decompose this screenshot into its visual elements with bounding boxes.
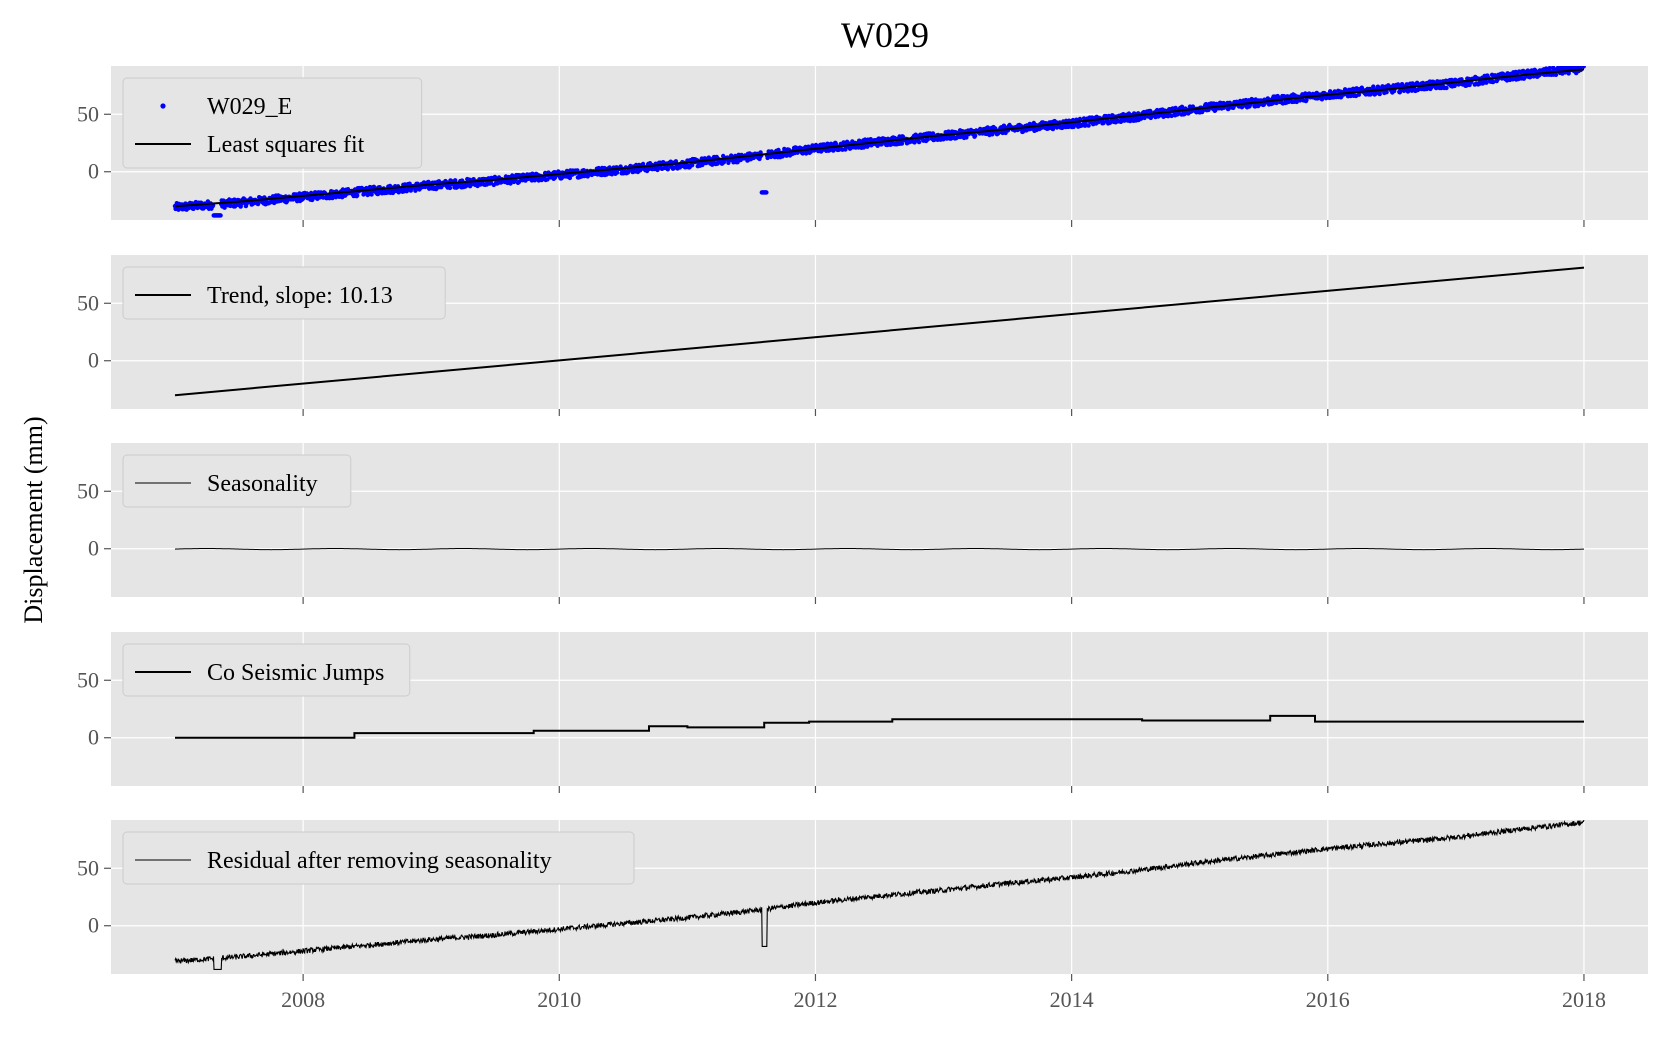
legend-box [122,454,352,508]
x-tick-label: 2010 [537,987,581,1012]
y-tick-label: 0 [88,348,99,373]
data-point [925,137,930,142]
y-tick-label: 50 [77,290,99,315]
data-point [413,188,418,193]
data-point [218,213,223,218]
legend-label: Trend, slope: 10.13 [207,283,393,309]
data-point [436,179,442,184]
data-point [672,165,677,171]
data-point [1213,107,1218,113]
panel-data [174,820,1585,970]
legend-label: Seasonality [207,471,318,497]
panel-1: 0 50 W029_E Least squares fit [77,66,1648,227]
series-line [174,820,1585,970]
legend: Residual after removing seasonality [122,831,635,885]
legend-box [122,77,423,169]
data-point [1226,106,1231,111]
data-point [1444,85,1449,91]
data-point [825,141,830,146]
panel-background [111,443,1648,597]
panel-5: 0 50 Residual after removing seasonality 20… [77,820,1648,1012]
legend-box [122,266,446,320]
legend: Seasonality [122,454,352,508]
legend-marker [160,103,166,109]
y-axis-label: Displacement (mm) [19,416,48,623]
data-point [1371,84,1376,89]
data-point [453,178,458,183]
legend-box [122,831,635,885]
y-tick-label: 50 [77,855,99,880]
data-point [916,139,922,145]
legend-label: Co Seismic Jumps [207,660,384,686]
data-point [1356,92,1362,97]
data-point [1169,113,1174,119]
legend-label: Least squares fit [207,132,365,158]
y-tick-label: 50 [77,667,99,692]
data-point [1491,79,1496,85]
data-point [1086,123,1091,128]
data-point [1148,108,1153,114]
data-point [1484,80,1489,85]
data-point [804,151,809,156]
x-tick-label: 2008 [281,987,325,1012]
data-point [700,162,705,168]
data-point [765,155,770,161]
chart-title: W029 [841,15,929,55]
data-point [665,167,670,172]
panel-data [174,266,1585,397]
data-point [1377,91,1382,97]
data-point [689,163,695,168]
data-point [1110,113,1116,118]
x-tick-label: 2018 [1562,987,1606,1012]
panel-4: 0 50 Co Seismic Jumps [77,632,1648,793]
panel-2: 0 50 Trend, slope: 10.13 [77,255,1648,416]
data-point [972,133,978,138]
data-point [447,185,453,191]
data-point [1581,66,1586,69]
series-line [174,68,1585,208]
data-point [764,190,769,195]
data-point [255,201,261,207]
legend-label: W029_E [207,94,292,120]
data-point [1553,72,1559,78]
data-point [964,135,969,140]
series-line [174,548,1584,551]
x-tick-label: 2016 [1306,987,1350,1012]
series-line [174,266,1585,397]
y-tick-label: 0 [88,913,99,938]
y-tick-label: 50 [77,478,99,503]
data-point [1319,97,1325,102]
y-tick-label: 0 [88,536,99,561]
y-tick-label: 0 [88,159,99,184]
legend: W029_E Least squares fit [122,77,423,169]
data-point [1547,66,1552,71]
panel-3: 0 50 Seasonality [77,443,1648,604]
legend-box [122,643,411,697]
x-tick-label: 2012 [793,987,837,1012]
legend-label: Residual after removing seasonality [207,848,552,874]
legend: Trend, slope: 10.13 [122,266,446,320]
x-tick-label: 2014 [1050,987,1094,1012]
panel-data [172,66,1586,218]
y-tick-label: 0 [88,725,99,750]
panels-layer: 0 50 W029_E Least squares fit 0 50 Trend, slop… [77,66,1648,1012]
data-point [567,175,573,181]
data-point [726,160,731,165]
legend: Co Seismic Jumps [122,643,411,697]
data-point [355,193,360,198]
data-point [1077,116,1083,122]
series-line [175,714,1584,739]
y-tick-label: 50 [77,101,99,126]
series-w029-e [172,66,1586,218]
panel-data [174,548,1584,551]
panel-data [175,714,1584,739]
data-point [899,141,905,146]
